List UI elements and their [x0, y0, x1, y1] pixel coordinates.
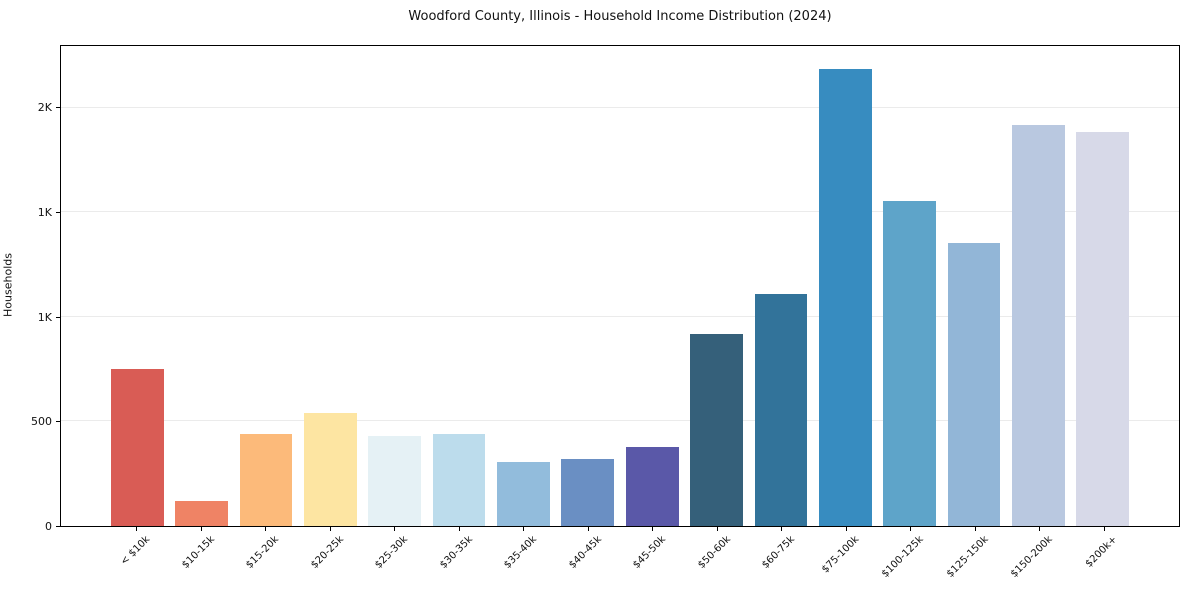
bar-$30-35k	[432, 434, 486, 526]
bar-$45-50k	[625, 446, 679, 526]
bar-< $10k	[110, 369, 164, 526]
bar-$35-40k	[497, 462, 550, 526]
y-tick-label: 0	[45, 520, 52, 533]
plot-area	[60, 45, 1180, 527]
x-tick-mark	[1039, 527, 1041, 531]
x-tick-mark	[910, 527, 912, 531]
x-tick-label-$45-50k: $45-50k	[631, 534, 669, 571]
x-tick-mark	[523, 527, 525, 531]
y-tick-mark	[56, 526, 60, 527]
gridline-2000	[61, 106, 1179, 108]
x-tick-mark	[781, 527, 783, 531]
y-tick-label: 500	[31, 415, 52, 429]
y-tick-mark	[56, 316, 60, 318]
bar-$10-15k	[175, 501, 228, 526]
bar-$100-125k	[883, 200, 937, 526]
chart-title: Woodford County, Illinois - Household In…	[408, 9, 832, 24]
x-tick-mark	[136, 527, 138, 531]
x-tick-mark	[394, 527, 396, 531]
x-tick-mark	[329, 527, 331, 531]
y-tick-mark	[56, 107, 60, 108]
bar-$150-200k	[1012, 124, 1065, 526]
bar-$25-30k	[368, 436, 422, 526]
bar-slot	[105, 46, 169, 526]
x-tick-label-$75-100k: $75-100k	[820, 534, 862, 576]
x-tick-mark	[200, 527, 202, 531]
bar-$50-60k	[690, 333, 743, 526]
bar-slot	[556, 46, 620, 526]
gridline-1000	[61, 315, 1179, 317]
x-tick-label-$10-15k: $10-15k	[179, 534, 217, 571]
x-tick-label-$25-30k: $25-30k	[373, 534, 411, 571]
x-tick-label-$20-25k: $20-25k	[308, 534, 346, 571]
bars-row	[61, 46, 1179, 526]
bar-$60-75k	[754, 293, 808, 526]
gridline-1500	[61, 211, 1179, 213]
y-tick-mark	[56, 421, 60, 423]
x-tick-label-< $10k: < $10k	[118, 534, 153, 568]
bar-$20-25k	[303, 413, 357, 526]
y-axis-label: Households	[1, 253, 15, 317]
bar-slot	[684, 46, 748, 526]
bar-slot	[363, 46, 427, 526]
y-tick-mark	[56, 211, 60, 213]
x-tick-label-$30-35k: $30-35k	[437, 534, 475, 571]
y-tick-label: 1K	[37, 310, 52, 324]
x-tick-label-$100-125k: $100-125k	[880, 534, 927, 580]
y-tick-label: 1K	[37, 205, 52, 219]
x-tick-label-$125-150k: $125-150k	[944, 534, 991, 580]
y-tick-label: 2K	[37, 101, 52, 114]
bar-slot	[427, 46, 491, 526]
x-tick-label-$35-40k: $35-40k	[502, 534, 540, 571]
x-tick-mark	[974, 527, 976, 531]
x-tick-label-$15-20k: $15-20k	[244, 534, 282, 571]
bar-$40-45k	[561, 459, 615, 526]
bar-slot	[620, 46, 684, 526]
x-tick-mark	[587, 527, 589, 531]
bar-slot	[298, 46, 362, 526]
x-tick-label-$40-45k: $40-45k	[566, 534, 604, 571]
x-tick-mark	[845, 527, 847, 531]
bar-slot	[942, 46, 1006, 526]
bar-$200k+	[1076, 131, 1130, 526]
bar-slot	[491, 46, 555, 526]
bar-slot	[234, 46, 298, 526]
x-tick-mark	[716, 527, 718, 531]
gridlines	[61, 46, 1179, 526]
gridline-500	[61, 420, 1179, 422]
bar-slot	[813, 46, 877, 526]
bar-slot	[1006, 46, 1070, 526]
x-tick-label-$200k+: $200k+	[1083, 534, 1120, 570]
bar-slot	[169, 46, 233, 526]
x-tick-mark	[458, 527, 460, 531]
x-tick-mark	[265, 527, 267, 531]
bar-slot	[1071, 46, 1135, 526]
bar-$15-20k	[239, 434, 293, 526]
x-tick-mark	[652, 527, 654, 531]
x-tick-label-$60-75k: $60-75k	[760, 534, 798, 571]
bar-slot	[878, 46, 942, 526]
x-tick-label-$150-200k: $150-200k	[1009, 534, 1056, 580]
x-tick-label-$50-60k: $50-60k	[695, 534, 733, 571]
x-tick-mark	[1103, 527, 1105, 531]
bar-$75-100k	[818, 69, 872, 526]
bar-slot	[749, 46, 813, 526]
bar-$125-150k	[947, 242, 1001, 526]
